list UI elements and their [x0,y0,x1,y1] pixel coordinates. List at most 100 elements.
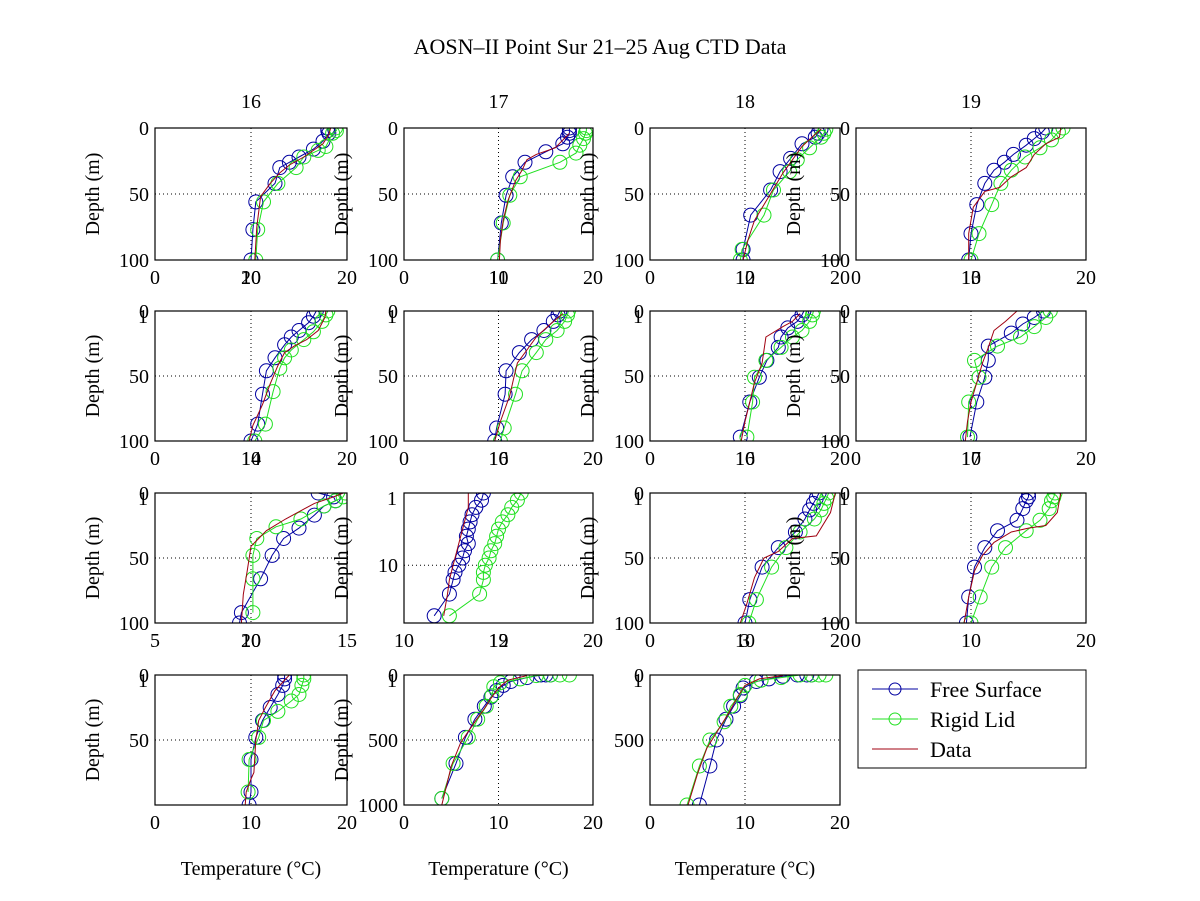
data-point-rigid-lid [508,386,523,402]
data-point-free-surface [276,531,292,546]
y-tick-label: 50 [830,548,850,570]
series-line-data [441,675,528,805]
data-point-rigid-lid [572,137,588,153]
data-point-free-surface [243,784,259,800]
data-point-rigid-lid [460,729,476,745]
axes-frame [403,674,594,806]
data-point-rigid-lid [785,329,800,345]
data-point-free-surface [986,162,1002,178]
y-tick-label: 50 [129,366,149,388]
data-point-free-surface [457,729,473,745]
data-point-free-surface [1009,512,1025,528]
data-point-rigid-lid [296,332,312,348]
series-line-rigid-lid [967,311,1051,438]
x-tick-label: 20 [337,448,357,470]
series-line-rigid-lid [746,311,814,438]
series-group [960,311,1058,441]
data-point-free-surface [969,394,985,410]
axes-frame [154,492,348,624]
y-tick-label: 0 [840,118,850,140]
x-tick-label-overlap: 12 [489,630,509,652]
data-point-rigid-lid [489,528,505,544]
y-tick-label: 100 [614,431,644,453]
data-point-free-surface [1026,311,1042,325]
data-point-rigid-lid [560,311,576,319]
data-point-rigid-lid [256,713,271,728]
data-point-free-surface [538,144,554,160]
data-point-rigid-lid [1042,311,1058,319]
data-point-free-surface [538,675,554,683]
series-line-data [742,128,822,260]
y-tick-label: 100 [820,613,850,635]
series-line-data [443,493,469,616]
panel-13: 0 10 20 0 50 1 Depth (m) Temperature (°C) [82,665,357,880]
x-tick-label: 10 [241,267,261,289]
x-tick-label-overlap: 20 [241,267,261,289]
data-point-rigid-lid [1032,512,1048,528]
x-tick-label: 20 [337,267,357,289]
data-point-rigid-lid [314,313,330,329]
x-tick-label: 0 [645,448,655,470]
series-line-data [240,493,344,623]
data-point-rigid-lid [305,324,321,340]
data-point-rigid-lid [293,511,309,527]
panel-title-overlap: 1 [138,670,148,692]
series-group [434,675,577,805]
data-point-rigid-lid [805,311,821,319]
data-point-rigid-lid [984,559,1000,575]
data-point-free-surface [487,433,503,441]
data-point-free-surface [253,571,269,587]
y-tick-label: 10 [378,555,398,577]
panel-9: 5 10 15 20 0 50 100 1 Depth (m) [82,483,357,652]
series-line-data [968,128,1062,260]
series-line-rigid-lid [254,311,329,441]
data-point-free-surface [561,128,577,136]
data-point-rigid-lid [821,493,837,501]
axes-frame [649,674,841,806]
series-line-data [248,311,327,441]
data-point-free-surface [320,128,336,136]
series-line-data [244,675,290,805]
data-point-rigid-lid [310,142,326,158]
panel-title-overlap: 1 [387,670,397,692]
data-point-rigid-lid [270,175,286,191]
data-point-rigid-lid [528,345,544,361]
axes-frame [855,492,1087,624]
data-point-free-surface [267,175,283,191]
panel-8: 0 10 20 17 0 50 100 1 Depth (m) [783,301,1096,470]
y-axis-label: Depth (m) [577,517,599,600]
data-point-free-surface [718,711,734,727]
series-line-free-surface [494,311,561,441]
data-point-free-surface [799,675,815,683]
data-point-rigid-lid [325,128,341,141]
series-group [232,493,347,623]
x-tick-label-overlap: 3 [740,630,750,652]
data-point-free-surface [264,547,280,563]
panel-title: 19 [961,91,981,113]
y-axis-label: Depth (m) [82,153,104,236]
x-tick-label: 0 [645,267,655,289]
data-point-rigid-lid [492,433,508,441]
data-point-rigid-lid [1038,311,1054,325]
data-point-rigid-lid [806,511,822,527]
y-axis-label: Depth (m) [783,517,805,600]
data-point-rigid-lid [802,140,818,156]
series-group [732,311,821,441]
series-line-free-surface [497,128,570,260]
series-line-free-surface [965,493,1029,623]
y-tick-label: 0 [139,665,149,687]
x-tick-label: 10 [735,812,755,834]
data-point-rigid-lid [818,675,834,683]
panel-title: 17 [489,91,509,113]
y-tick-label: 0 [388,665,398,687]
y-tick-label: 500 [368,730,398,752]
data-point-free-surface [1006,146,1021,162]
data-point-free-surface [498,363,514,379]
data-point-rigid-lid [1044,132,1059,148]
data-point-free-surface [754,559,770,575]
data-point-rigid-lid [477,557,493,573]
data-point-rigid-lid [557,313,573,329]
